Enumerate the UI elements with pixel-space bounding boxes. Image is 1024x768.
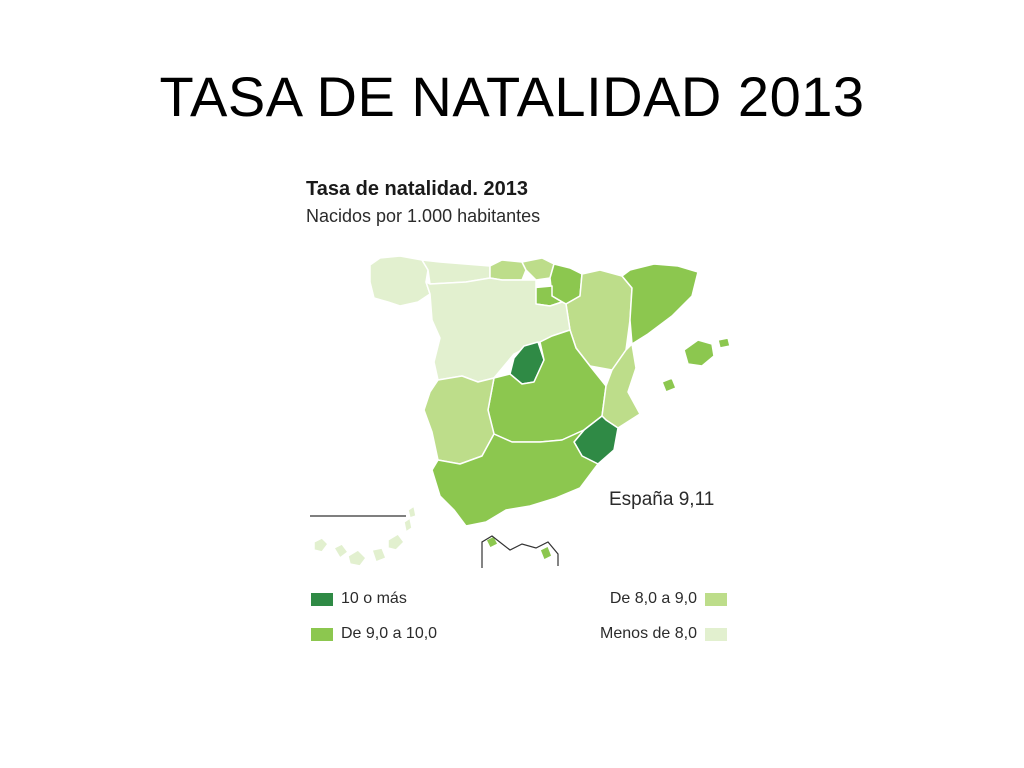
ceuta-melilla-inset-line	[481, 535, 559, 568]
legend-item-low: De 8,0 a 9,0	[610, 590, 697, 608]
region-comunidad-valenciana	[601, 343, 641, 429]
region-ceuta	[485, 535, 499, 549]
region-baleares-ibiza	[661, 377, 677, 393]
region-extremadura	[423, 375, 495, 465]
slide-title: TASA DE NATALIDAD 2013	[159, 65, 865, 128]
map-title: Tasa de natalidad. 2013	[306, 178, 528, 200]
legend-swatch-mid	[311, 628, 333, 641]
region-pais-vasco	[521, 257, 555, 281]
legend-swatch-high	[311, 593, 333, 606]
legend-item-high: 10 o más	[341, 590, 407, 608]
region-galicia	[369, 255, 431, 307]
legend-swatch-lowest	[705, 628, 727, 641]
region-melilla	[539, 545, 553, 561]
map-figure: Tasa de natalidad. 2013 Nacidos por 1.00…	[300, 170, 740, 660]
region-andalucia	[431, 429, 599, 527]
legend-label-low: De 8,0 a 9,0	[609, 590, 697, 607]
region-cantabria	[489, 259, 527, 281]
spain-map	[310, 255, 731, 641]
legend-swatch-low	[705, 593, 727, 606]
region-cataluna	[621, 263, 699, 345]
region-baleares-menorca	[717, 337, 731, 349]
legend-label-lowest: Menos de 8,0	[600, 625, 697, 642]
region-canarias	[313, 505, 417, 567]
total-rate-label: España 9,11	[609, 489, 715, 510]
map-subtitle: Nacidos por 1.000 habitantes	[306, 206, 541, 226]
legend-label-high: 10 o más	[341, 590, 407, 607]
legend-item-mid: De 9,0 a 10,0	[341, 625, 437, 643]
region-baleares-mallorca	[683, 339, 715, 367]
legend-item-lowest: Menos de 8,0	[600, 625, 697, 643]
legend-label-mid: De 9,0 a 10,0	[341, 625, 438, 642]
